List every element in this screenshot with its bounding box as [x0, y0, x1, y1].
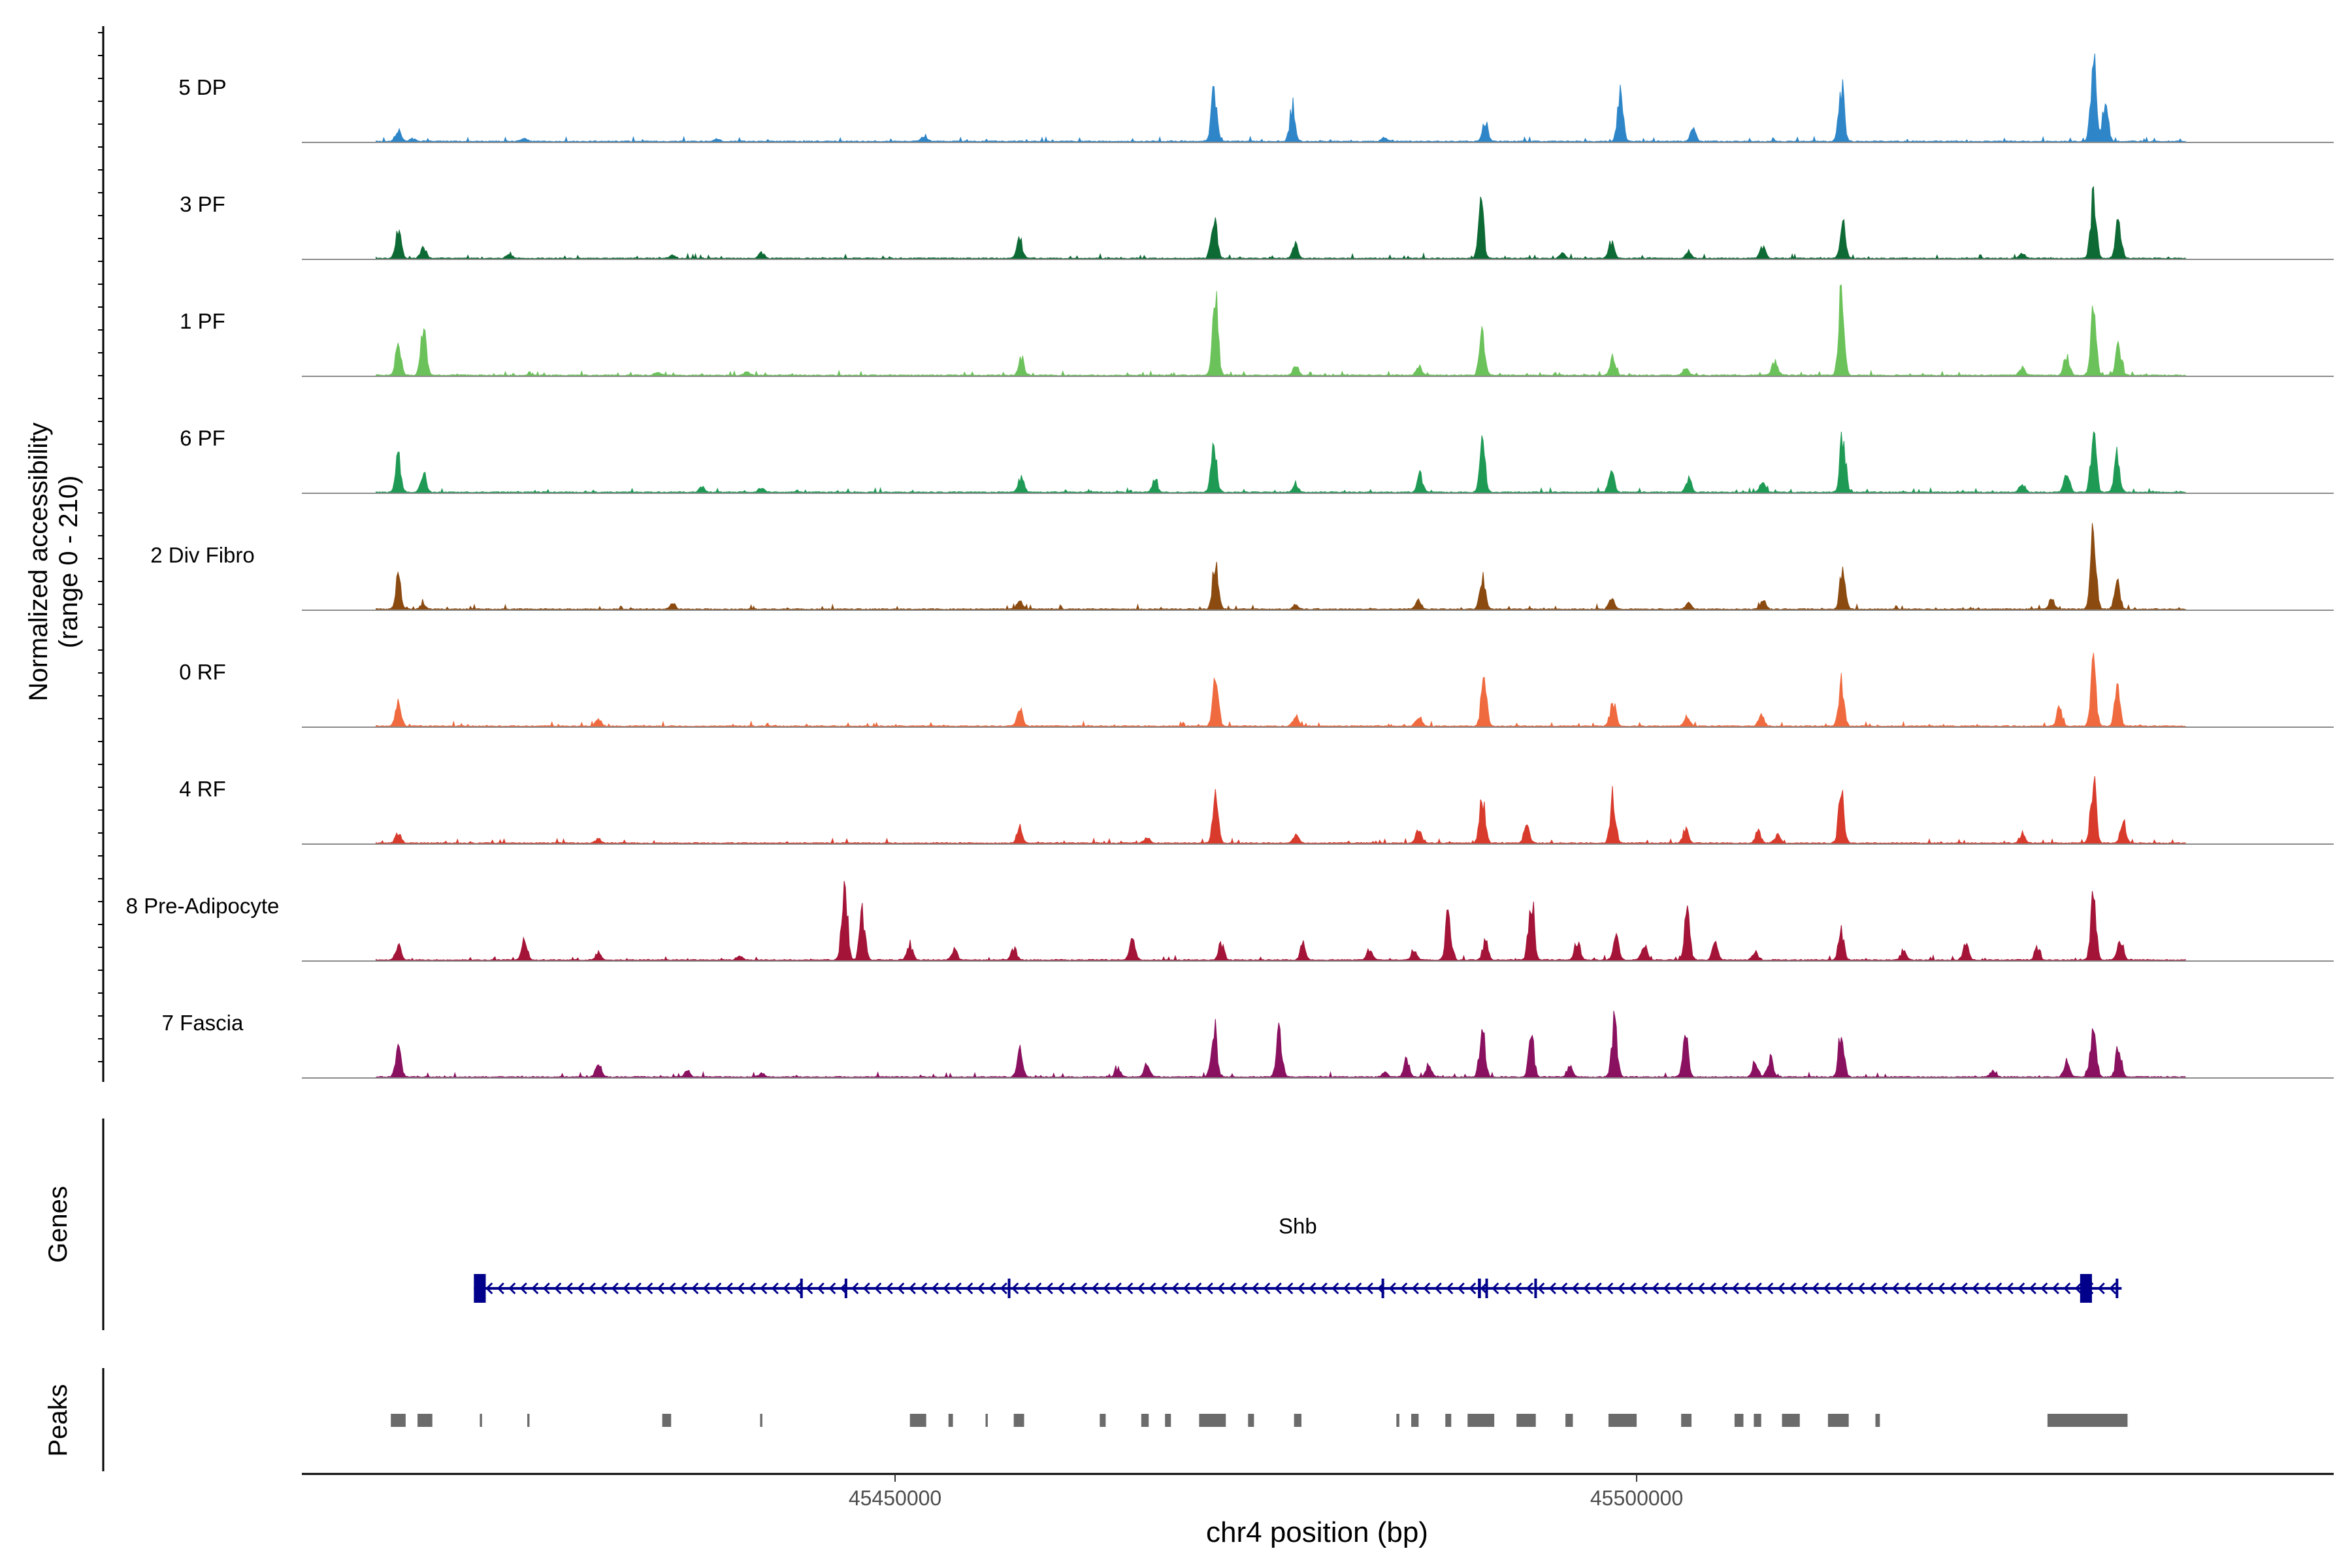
y-axis-title-line2: (range 0 - 210) — [54, 476, 83, 649]
peak-region — [1565, 1414, 1573, 1427]
peaks-track — [102, 1368, 2128, 1471]
peak-region — [1782, 1414, 1800, 1427]
track-2-div-fibro: 2 Div Fibro — [150, 523, 2334, 611]
accessibility-tracks: 5 DP 3 PF 1 PF 6 PF 2 Div Fibro 0 RF 4 RF 8 Pre… — [126, 53, 2334, 1079]
x-axis: 45450000 45500000 — [302, 1473, 2334, 1510]
track-label: 4 RF — [179, 777, 226, 801]
peak-region — [662, 1414, 672, 1427]
peak-region — [1734, 1414, 1744, 1427]
peak-region — [2047, 1414, 2128, 1427]
strand-arrows — [485, 1282, 2117, 1295]
peak-region — [1013, 1414, 1024, 1427]
coverage-area — [376, 881, 2186, 962]
peak-region — [527, 1414, 530, 1427]
track-label: 1 PF — [180, 309, 225, 333]
track-4-rf: 4 RF — [179, 776, 2334, 845]
peak-region — [1199, 1414, 1226, 1427]
peak-region — [1608, 1414, 1637, 1427]
coverage-area — [376, 186, 2186, 260]
peak-region — [1141, 1414, 1149, 1427]
peak-region — [909, 1414, 926, 1427]
x-axis-title: chr4 position (bp) — [1206, 1516, 1428, 1548]
peak-region — [760, 1414, 762, 1427]
coverage-area — [376, 776, 2186, 845]
peak-region — [1827, 1414, 1849, 1427]
exon — [1381, 1279, 1384, 1298]
exon — [844, 1279, 847, 1298]
peak-region — [1754, 1414, 1761, 1427]
exon — [2080, 1274, 2092, 1303]
y-axis-title-line1: Normalized accessibility — [24, 423, 53, 702]
y-axis — [98, 26, 105, 1082]
peak-region — [391, 1414, 406, 1427]
coverage-area — [376, 53, 2186, 143]
exon — [1534, 1279, 1537, 1298]
gene-annotation-track: Shb — [102, 1119, 2122, 1330]
track-8-pre-adipocyte: 8 Pre-Adipocyte — [126, 881, 2334, 962]
gene-shb: Shb — [474, 1214, 2122, 1303]
track-7-fascia: 7 Fascia — [162, 1011, 2334, 1079]
coverage-area — [376, 431, 2186, 494]
exon — [474, 1274, 486, 1303]
x-tick-label: 45500000 — [1590, 1486, 1683, 1510]
peak-region — [1165, 1414, 1171, 1427]
coverage-area — [376, 653, 2186, 728]
coverage-area — [376, 1011, 2186, 1079]
peak-region — [1248, 1414, 1254, 1427]
exon — [2115, 1279, 2119, 1298]
track-label: 6 PF — [180, 426, 225, 450]
gene-name-label: Shb — [1279, 1214, 1317, 1238]
peak-region — [417, 1414, 433, 1427]
peak-region — [1681, 1414, 1692, 1427]
track-0-rf: 0 RF — [179, 653, 2334, 728]
peak-region — [1396, 1414, 1399, 1427]
track-6-pf: 6 PF — [180, 426, 2334, 494]
peak-region — [1100, 1414, 1106, 1427]
track-3-pf: 3 PF — [180, 186, 2334, 260]
peak-region — [1294, 1414, 1302, 1427]
exon — [1485, 1279, 1488, 1298]
track-1-pf: 1 PF — [180, 284, 2334, 377]
track-label: 3 PF — [180, 192, 225, 216]
exon — [1007, 1279, 1011, 1298]
track-label: 5 DP — [178, 75, 226, 99]
peak-region — [1875, 1414, 1880, 1427]
track-label: 0 RF — [179, 660, 226, 684]
peak-region — [985, 1414, 988, 1427]
coverage-area — [376, 523, 2186, 611]
track-label: 7 Fascia — [162, 1011, 244, 1035]
peak-region — [1411, 1414, 1419, 1427]
coverage-area — [376, 284, 2186, 377]
peak-region — [1467, 1414, 1495, 1427]
peak-region — [1445, 1414, 1452, 1427]
genes-panel-label: Genes — [44, 1186, 73, 1263]
peak-region — [1516, 1414, 1536, 1427]
exon — [1478, 1279, 1481, 1298]
track-label: 8 Pre-Adipocyte — [126, 894, 280, 918]
peak-region — [480, 1414, 482, 1427]
peaks-panel-label: Peaks — [44, 1384, 73, 1456]
peak-region — [948, 1414, 953, 1427]
track-5-dp: 5 DP — [178, 53, 2334, 143]
exon — [800, 1279, 803, 1298]
x-tick-label: 45450000 — [849, 1486, 941, 1510]
track-label: 2 Div Fibro — [150, 543, 255, 567]
